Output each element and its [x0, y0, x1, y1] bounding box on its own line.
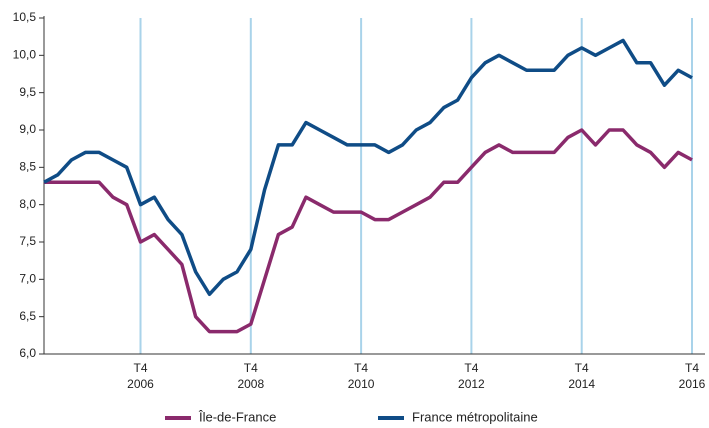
y-tick-label: 8,0	[19, 197, 36, 211]
y-tick-label: 10,0	[13, 48, 37, 62]
y-tick-label: 9,0	[19, 122, 36, 136]
x-tick-label: T4 2012	[458, 361, 485, 391]
y-tick-label: 10,5	[13, 10, 37, 24]
series-line	[44, 128, 693, 334]
y-tick-label: 6,0	[19, 346, 36, 360]
x-tick-label: T4 2010	[347, 361, 375, 391]
x-tick-label: T4 2014	[568, 361, 596, 391]
y-tick-label: 6,5	[19, 309, 36, 323]
y-tick-label: 9,5	[19, 85, 36, 99]
y-tick-label: 7,0	[19, 272, 36, 286]
y-tick-label: 7,5	[19, 234, 36, 248]
legend-label: Île-de-France	[198, 409, 276, 424]
series-line	[43, 38, 693, 297]
x-tick-label: T4 2016	[678, 361, 706, 391]
x-tick-label: T4 2008	[237, 361, 265, 391]
y-tick-label: 8,5	[19, 160, 36, 174]
x-tick-label: T4 2006	[127, 361, 154, 391]
legend-label: France métropolitaine	[412, 409, 538, 424]
